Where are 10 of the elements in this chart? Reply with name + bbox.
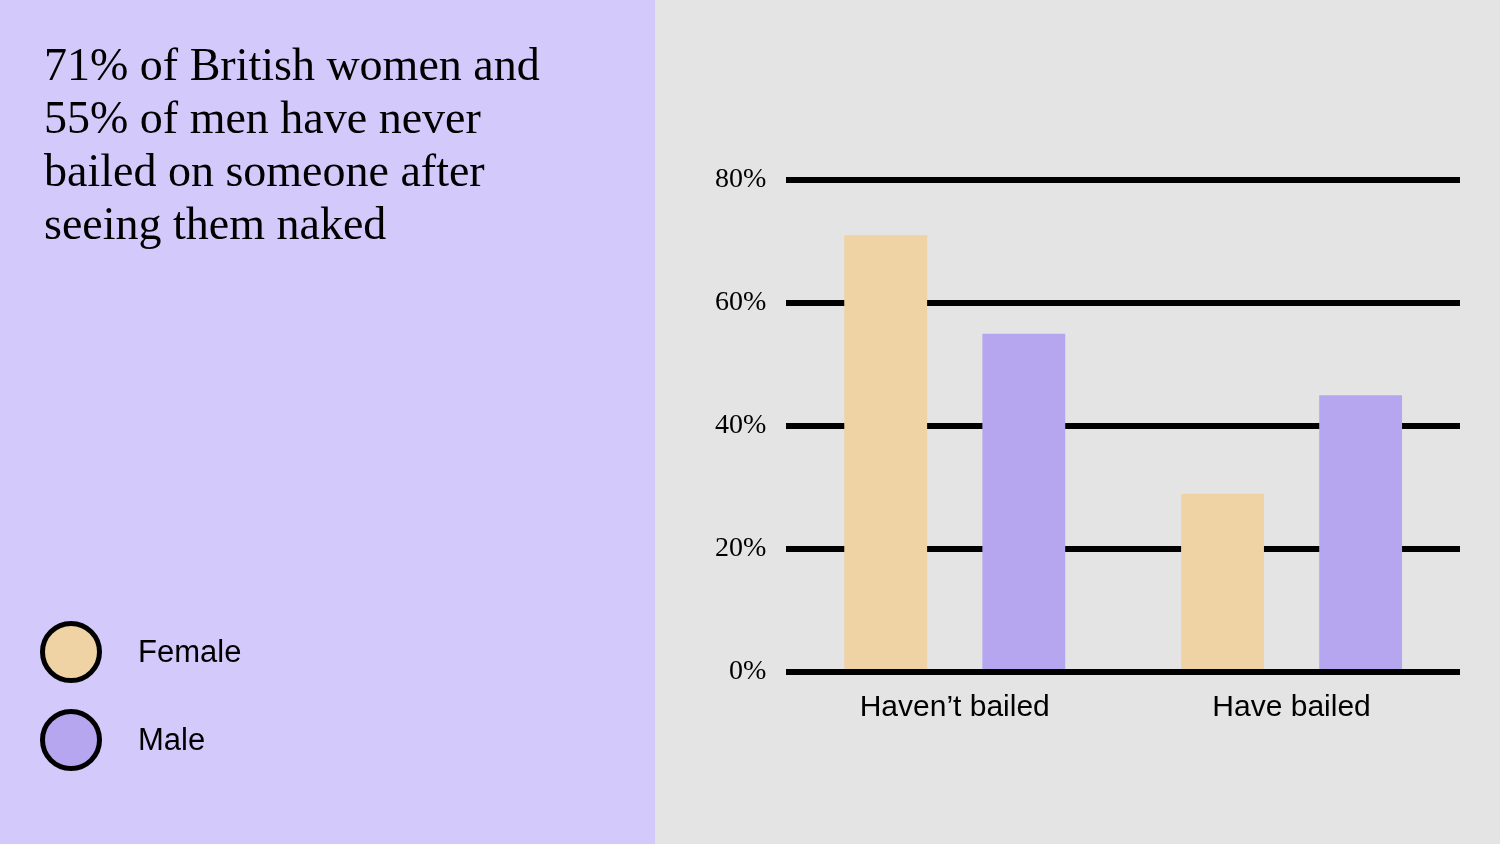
y-tick-label: 0% — [729, 654, 767, 686]
y-tick-label: 80% — [715, 162, 767, 194]
x-tick-label: Haven’t bailed — [859, 689, 1050, 723]
y-tick-label: 40% — [715, 408, 767, 440]
legend-label: Female — [138, 634, 242, 670]
y-tick-label: 60% — [715, 285, 767, 317]
legend-label: Male — [138, 722, 206, 758]
text: 71% of British women and 55% of men have never bailed on someone after seeing them naked — [44, 38, 541, 250]
x-tick-label: Have bailed — [1212, 689, 1371, 723]
y-tick-label: 20% — [715, 531, 767, 563]
